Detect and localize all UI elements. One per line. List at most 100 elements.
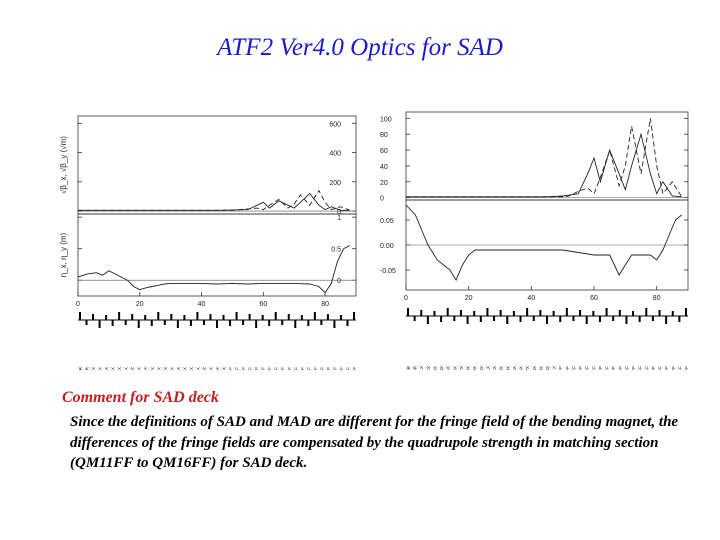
series-line [406, 118, 683, 198]
element-label: SD0FF [345, 367, 350, 370]
element-label: QD5X [117, 367, 122, 370]
magnet-mark [658, 310, 661, 316]
element-label: QF9FF [605, 366, 610, 370]
magnet-mark [671, 311, 674, 316]
magnet-mark [131, 314, 134, 320]
element-label: QF6X [124, 367, 129, 370]
element-label: QF1X [91, 367, 96, 370]
element-label: QD8X [137, 367, 142, 370]
element-label: QD18X [532, 366, 537, 370]
magnet-mark [189, 320, 192, 326]
element-label: QF3X [104, 367, 109, 370]
element-label: QF15X [182, 367, 187, 370]
magnet-mark [157, 312, 160, 320]
magnet-mark [433, 311, 436, 316]
magnet-mark [585, 316, 588, 324]
element-label: QD2X [426, 366, 431, 370]
element-label: QF5FF [300, 367, 305, 370]
element-label: QD4FF [638, 366, 643, 370]
element-label: QD8X [466, 366, 471, 370]
magnet-mark [313, 312, 316, 320]
magnet-mark [493, 316, 496, 321]
element-label: QM15FF [235, 367, 240, 370]
magnet-mark [519, 316, 522, 322]
y-tick-label: 400 [329, 151, 341, 158]
element-label: QM13FF [578, 366, 583, 370]
element-label: QF21X [552, 366, 557, 370]
magnet-mark [572, 316, 575, 321]
series-line [405, 204, 682, 281]
y-tick-label: 0.5 [331, 247, 341, 254]
element-label: QF13X [169, 367, 174, 370]
magnet-mark [579, 310, 582, 316]
magnet-mark [552, 311, 555, 316]
panel-frame [405, 111, 689, 201]
y-tick-label: 60 [380, 148, 388, 155]
element-label: QD6FF [624, 366, 629, 370]
magnet-mark [339, 315, 342, 320]
magnet-mark [320, 320, 323, 325]
magnet-mark [255, 320, 258, 328]
x-tick-label: 60 [259, 301, 267, 308]
magnet-mark [163, 320, 166, 325]
magnet-mark [446, 308, 449, 316]
element-label: SD0FF [677, 366, 682, 370]
element-label: QM6R [406, 365, 411, 370]
magnet-mark [294, 320, 297, 328]
magnet-mark [532, 316, 535, 321]
series-line [77, 245, 351, 294]
y-tick-label: 0.05 [380, 218, 394, 225]
magnet-mark [326, 314, 329, 320]
comment-heading: Comment for SAD deck [62, 389, 219, 406]
magnet-mark [407, 308, 409, 316]
element-label: QD6FF [293, 367, 298, 370]
element-label: QF3FF [313, 367, 318, 370]
y-tick-label: 100 [380, 116, 392, 123]
element-label: QD2BFF [651, 366, 656, 370]
y-axis-label: η_x, η_y (m) [59, 232, 68, 277]
y-tick-label: 600 [329, 121, 341, 128]
element-label: QF7FF [287, 367, 292, 370]
element-label: QD2X [98, 367, 103, 370]
x-tick-label: 40 [198, 301, 206, 308]
element-label: QD18X [202, 367, 207, 370]
magnet-mark [346, 320, 349, 326]
x-tick-label: 0 [76, 301, 80, 308]
magnet-mark [222, 315, 225, 320]
x-tick-label: 80 [321, 301, 329, 308]
magnet-mark [235, 312, 238, 320]
magnet-mark [353, 312, 355, 320]
comment-body: Since the definitions of SAD and MAD are… [70, 414, 679, 471]
element-label: QF1FF [671, 366, 676, 370]
magnet-mark [526, 308, 529, 316]
series-line [78, 189, 350, 211]
element-label: QF13X [499, 366, 504, 370]
magnet-mark [79, 312, 81, 320]
element-label: QM15FF [565, 366, 570, 370]
element-label: QD0FF [684, 366, 689, 370]
element-label: QF15X [512, 366, 517, 370]
magnet-mark [137, 320, 140, 328]
series-line [406, 132, 682, 198]
element-label: QM13FF [248, 367, 253, 370]
magnet-mark [150, 320, 153, 326]
y-tick-label: 200 [329, 180, 341, 187]
magnet-mark [512, 311, 515, 316]
magnet-mark [499, 310, 502, 316]
magnet-mark [546, 316, 548, 324]
element-label: QD16X [519, 366, 524, 370]
element-label: QD16X [189, 367, 194, 370]
y-tick-label: 0 [380, 196, 384, 203]
element-label: QF5FF [631, 366, 636, 370]
magnet-mark [202, 320, 205, 325]
element-label: QF7X [459, 366, 464, 370]
magnet-mark [506, 316, 509, 324]
element-label: QF11X [485, 366, 490, 370]
magnet-mark [539, 310, 542, 316]
y-tick-label: 40 [380, 164, 388, 171]
element-label: QF1FF [339, 367, 344, 370]
magnet-mark [453, 316, 456, 321]
magnet-mark [632, 311, 635, 316]
